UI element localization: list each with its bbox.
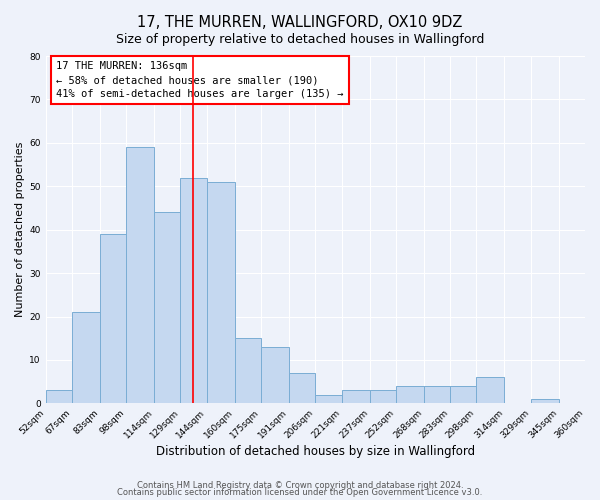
Bar: [450, 386, 476, 404]
Bar: [206, 182, 235, 404]
Text: Size of property relative to detached houses in Wallingford: Size of property relative to detached ho…: [116, 32, 484, 46]
Bar: [261, 347, 289, 404]
Bar: [476, 378, 505, 404]
Bar: [341, 390, 370, 404]
X-axis label: Distribution of detached houses by size in Wallingford: Distribution of detached houses by size …: [156, 444, 475, 458]
Bar: [72, 312, 100, 404]
Bar: [126, 147, 154, 404]
Bar: [289, 373, 315, 404]
Bar: [531, 399, 559, 404]
Bar: [315, 394, 341, 404]
Bar: [235, 338, 261, 404]
Bar: [370, 390, 396, 404]
Bar: [46, 390, 72, 404]
Bar: [100, 234, 126, 404]
Bar: [396, 386, 424, 404]
Bar: [154, 212, 181, 404]
Text: 17 THE MURREN: 136sqm
← 58% of detached houses are smaller (190)
41% of semi-det: 17 THE MURREN: 136sqm ← 58% of detached …: [56, 61, 344, 99]
Bar: [181, 178, 206, 404]
Text: 17, THE MURREN, WALLINGFORD, OX10 9DZ: 17, THE MURREN, WALLINGFORD, OX10 9DZ: [137, 15, 463, 30]
Bar: [424, 386, 450, 404]
Text: Contains public sector information licensed under the Open Government Licence v3: Contains public sector information licen…: [118, 488, 482, 497]
Y-axis label: Number of detached properties: Number of detached properties: [15, 142, 25, 318]
Text: Contains HM Land Registry data © Crown copyright and database right 2024.: Contains HM Land Registry data © Crown c…: [137, 480, 463, 490]
